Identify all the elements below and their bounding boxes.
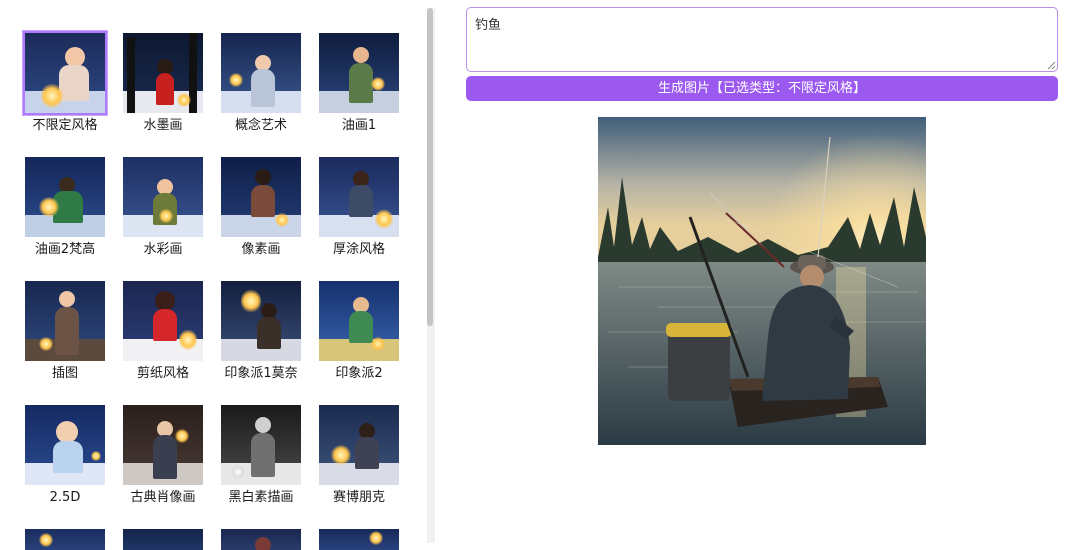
style-thumbnail[interactable] [23, 527, 107, 550]
style-thumbnail[interactable] [317, 279, 401, 363]
style-thumbnail[interactable] [317, 403, 401, 487]
resize-grip-icon[interactable] [1047, 61, 1056, 70]
style-item-oil-1[interactable]: 油画1 [316, 31, 402, 135]
style-label: 剪纸风格 [136, 366, 189, 381]
style-item-partial[interactable] [120, 527, 206, 550]
style-item-cyberpunk[interactable]: 赛博朋克 [316, 403, 402, 507]
style-thumbnail[interactable] [317, 155, 401, 239]
style-label: 像素画 [241, 242, 281, 257]
style-thumbnail[interactable] [219, 31, 303, 115]
style-label: 不限定风格 [32, 118, 98, 133]
style-item-illustration[interactable]: 插图 [22, 279, 108, 383]
style-label: 概念艺术 [234, 118, 287, 133]
style-item-impasto[interactable]: 厚涂风格 [316, 155, 402, 259]
style-gallery: 不限定风格 水墨画 [0, 0, 433, 550]
style-label: 2.5D [49, 490, 81, 505]
generate-image-button[interactable]: 生成图片【已选类型：不限定风格】 [466, 76, 1058, 101]
style-thumbnail[interactable] [23, 155, 107, 239]
style-label: 油画1 [341, 118, 377, 133]
style-label: 水墨画 [143, 118, 183, 133]
style-label: 黑白素描画 [228, 490, 294, 505]
fisherman-scene-image [598, 117, 926, 445]
style-thumbnail[interactable] [23, 279, 107, 363]
generated-image [598, 117, 926, 445]
style-item-2-5d[interactable]: 2.5D [22, 403, 108, 507]
style-item-classical-portrait[interactable]: 古典肖像画 [120, 403, 206, 507]
style-thumbnail[interactable] [317, 31, 401, 115]
style-thumbnail[interactable] [121, 527, 205, 550]
style-item-ink-wash[interactable]: 水墨画 [120, 31, 206, 135]
style-label: 印象派2 [335, 366, 383, 381]
style-thumbnail[interactable] [121, 279, 205, 363]
style-thumbnail[interactable] [121, 155, 205, 239]
style-item-unlimited[interactable]: 不限定风格 [22, 31, 108, 135]
style-item-partial[interactable] [316, 527, 402, 550]
style-label: 印象派1莫奈 [224, 366, 298, 381]
style-label: 插图 [51, 366, 78, 381]
prompt-input[interactable]: 钓鱼 [466, 7, 1058, 72]
style-thumbnail[interactable] [219, 279, 303, 363]
style-item-bw-sketch[interactable]: 黑白素描画 [218, 403, 304, 507]
style-item-oil-2-van-gogh[interactable]: 油画2梵高 [22, 155, 108, 259]
style-item-partial[interactable] [22, 527, 108, 550]
style-item-pixel-art[interactable]: 像素画 [218, 155, 304, 259]
style-thumbnail[interactable] [219, 403, 303, 487]
gallery-scrollbar-thumb[interactable] [427, 8, 433, 326]
style-thumbnail[interactable] [121, 403, 205, 487]
style-label: 油画2梵高 [34, 242, 96, 257]
style-item-impressionism-2[interactable]: 印象派2 [316, 279, 402, 383]
style-thumbnail[interactable] [23, 31, 107, 115]
style-label: 赛博朋克 [332, 490, 385, 505]
style-item-impressionism-monet[interactable]: 印象派1莫奈 [218, 279, 304, 383]
style-thumbnail[interactable] [121, 31, 205, 115]
style-label: 古典肖像画 [130, 490, 196, 505]
style-thumbnail[interactable] [219, 527, 303, 550]
style-item-paper-cut[interactable]: 剪纸风格 [120, 279, 206, 383]
style-label: 水彩画 [143, 242, 183, 257]
style-label: 厚涂风格 [332, 242, 385, 257]
style-thumbnail[interactable] [219, 155, 303, 239]
style-item-partial[interactable] [218, 527, 304, 550]
style-item-concept-art[interactable]: 概念艺术 [218, 31, 304, 135]
style-thumbnail[interactable] [317, 527, 401, 550]
style-item-watercolor[interactable]: 水彩画 [120, 155, 206, 259]
style-thumbnail[interactable] [23, 403, 107, 487]
